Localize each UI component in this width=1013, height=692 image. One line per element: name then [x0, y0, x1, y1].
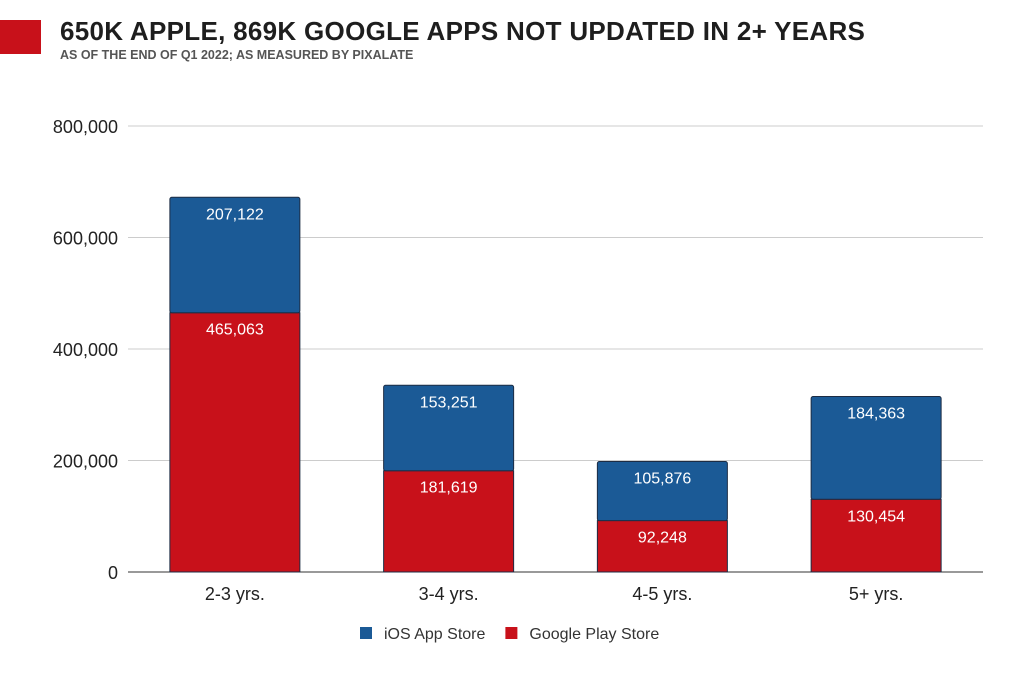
- brand-logo-square: [0, 20, 41, 54]
- x-tick-label: 2-3 yrs.: [205, 584, 265, 604]
- data-label: 184,363: [847, 405, 905, 422]
- data-label: 181,619: [420, 480, 478, 497]
- bar-ios-app-store: [169, 196, 301, 314]
- y-tick-label: 400,000: [53, 340, 118, 360]
- y-tick-label: 200,000: [53, 452, 118, 472]
- x-tick-label: 4-5 yrs.: [632, 584, 692, 604]
- bar-google-play-store: [596, 520, 728, 573]
- chart-subtitle: AS OF THE END OF Q1 2022; AS MEASURED BY…: [60, 48, 414, 62]
- x-tick-label: 3-4 yrs.: [419, 584, 479, 604]
- y-tick-label: 800,000: [53, 117, 118, 137]
- data-label: 153,251: [420, 394, 478, 411]
- legend-swatch: [360, 627, 372, 639]
- bar-ios-app-store: [810, 395, 942, 500]
- y-tick-label: 600,000: [53, 229, 118, 249]
- bar-ios-app-store: [383, 384, 515, 472]
- data-label: 130,454: [847, 508, 905, 525]
- legend-swatch: [505, 627, 518, 639]
- data-label: 465,063: [206, 322, 264, 339]
- y-tick-label: 0: [108, 563, 118, 583]
- bar-google-play-store: [810, 498, 942, 573]
- legend-label: iOS App Store: [384, 626, 485, 643]
- bar-ios-app-store: [596, 461, 728, 522]
- bar-google-play-store: [169, 312, 301, 573]
- x-tick-label: 5+ yrs.: [849, 584, 904, 604]
- legend-label: Google Play Store: [529, 626, 659, 643]
- bar-google-play-store: [383, 470, 515, 573]
- data-label: 92,248: [638, 530, 687, 547]
- data-label: 207,122: [206, 206, 264, 223]
- data-label: 105,876: [633, 471, 691, 488]
- chart-title: 650K APPLE, 869K GOOGLE APPS NOT UPDATED…: [60, 16, 866, 46]
